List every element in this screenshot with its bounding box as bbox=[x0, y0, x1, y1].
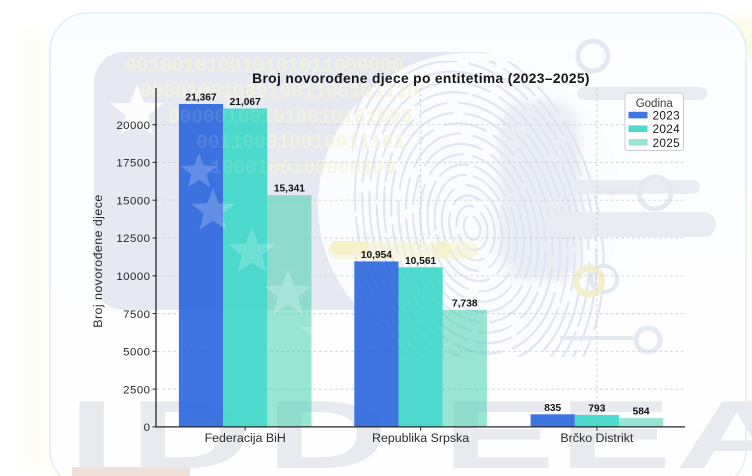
svg-text:000001001010010101000: 000001001010010101000 bbox=[168, 107, 412, 130]
svg-text:Godina: Godina bbox=[636, 98, 674, 110]
svg-text:793: 793 bbox=[588, 403, 605, 414]
svg-text:2024: 2024 bbox=[653, 122, 681, 136]
svg-text:20000: 20000 bbox=[116, 120, 150, 132]
svg-text:10000: 10000 bbox=[116, 271, 150, 283]
svg-text:000010010001001100101110: 000010010001001100101110 bbox=[140, 81, 418, 104]
svg-text:Broj novorođene djece po entit: Broj novorođene djece po entitetima (202… bbox=[252, 71, 590, 86]
svg-text:15000: 15000 bbox=[116, 195, 150, 207]
svg-text:17500: 17500 bbox=[116, 158, 150, 170]
svg-text:001001010010101011000000: 001001010010101011000000 bbox=[125, 56, 403, 79]
svg-text:15,341: 15,341 bbox=[274, 184, 305, 195]
svg-text:7,738: 7,738 bbox=[452, 299, 478, 310]
svg-text:0: 0 bbox=[144, 422, 151, 434]
svg-text:Federacija BiH: Federacija BiH bbox=[205, 431, 286, 445]
svg-text:001100010010011101: 001100010010011101 bbox=[196, 132, 405, 155]
svg-text:10,954: 10,954 bbox=[361, 250, 392, 261]
svg-text:21,367: 21,367 bbox=[185, 93, 216, 104]
svg-text:000010010001001100101110: 000010010001001100101110 bbox=[140, 81, 418, 104]
svg-text:001001010010101011000000: 001001010010101011000000 bbox=[125, 56, 403, 79]
svg-text:5000: 5000 bbox=[123, 347, 150, 359]
svg-text:584: 584 bbox=[633, 407, 650, 418]
svg-text:2025: 2025 bbox=[653, 136, 681, 150]
svg-text:12500: 12500 bbox=[116, 233, 150, 245]
svg-text:Republika Srpska: Republika Srpska bbox=[372, 431, 469, 445]
svg-text:835: 835 bbox=[544, 403, 561, 414]
svg-text:7500: 7500 bbox=[123, 309, 150, 321]
svg-text:Broj novorođene djece: Broj novorođene djece bbox=[91, 194, 105, 327]
svg-text:2023: 2023 bbox=[653, 109, 681, 123]
svg-text:21,067: 21,067 bbox=[230, 97, 261, 108]
svg-text:1000100100000100: 1000100100000100 bbox=[210, 158, 396, 181]
svg-text:2500: 2500 bbox=[123, 384, 150, 396]
svg-text:10,561: 10,561 bbox=[405, 256, 436, 267]
svg-text:Brčko Distrikt: Brčko Distrikt bbox=[560, 431, 634, 445]
